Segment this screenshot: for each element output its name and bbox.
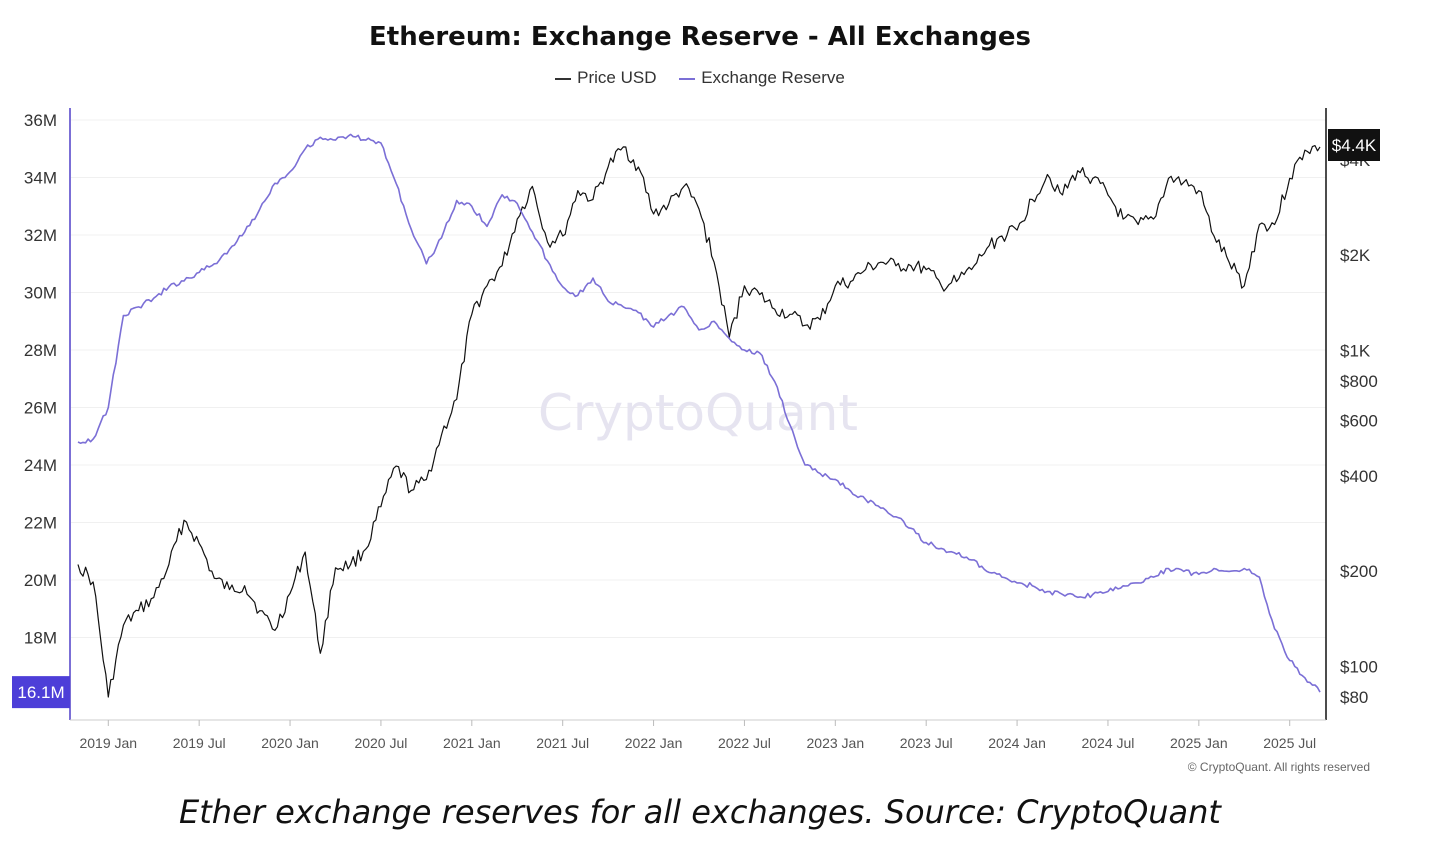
legend-swatch-reserve: [679, 77, 696, 80]
x-tick-label: 2025 Jan: [1170, 735, 1228, 751]
x-tick-label: 2022 Jul: [718, 735, 771, 751]
right-tick-label: $800: [1340, 372, 1378, 391]
watermark: CryptoQuant: [538, 384, 858, 442]
reserve-current-badge: [12, 676, 70, 709]
x-tick-label: 2022 Jan: [625, 735, 683, 751]
right-tick-label: $400: [1340, 467, 1378, 486]
right-axis-ticks: $80$100$200$400$600$800$1K$2K$4K: [1340, 151, 1378, 707]
x-tick-label: 2024 Jul: [1081, 735, 1134, 751]
right-tick-label: $200: [1340, 562, 1378, 581]
legend-label-reserve: Exchange Reserve: [701, 68, 845, 87]
legend-swatch-price: [555, 77, 572, 80]
x-axis-ticks: 2019 Jan 2019 Jul 2020 Jan 2020 Jul 2021 Jan…: [79, 720, 1316, 751]
legend: Price USD Exchange Reserve: [0, 68, 1400, 88]
current-value-badges: 16.1M $4.4K: [12, 129, 1380, 709]
exchange-reserve-line[interactable]: [77, 133, 1321, 693]
figure-caption: Ether exchange reserves for all exchange…: [179, 793, 1221, 831]
left-tick-label: 24M: [24, 456, 57, 475]
price-current-badge: [1328, 129, 1380, 161]
left-tick-label: 22M: [24, 514, 57, 533]
right-tick-label: $100: [1340, 657, 1378, 676]
series-layer: [77, 133, 1321, 698]
legend-label-price: Price USD: [577, 68, 657, 87]
gridlines: [70, 119, 1326, 638]
left-tick-label: 36M: [24, 111, 57, 130]
x-tick-label: 2024 Jan: [988, 735, 1046, 751]
left-tick-label: 28M: [24, 341, 57, 360]
right-tick-label: $1K: [1340, 341, 1371, 360]
legend-item-reserve[interactable]: Exchange Reserve: [679, 68, 845, 88]
chart-title: Ethereum: Exchange Reserve - All Exchang…: [369, 22, 1031, 52]
left-tick-label: 30M: [24, 284, 57, 303]
x-tick-label: 2019 Jul: [173, 735, 226, 751]
reserve-current-label: 16.1M: [17, 683, 64, 702]
price-current-label: $4.4K: [1332, 136, 1377, 155]
price-usd-line[interactable]: [77, 145, 1321, 698]
x-tick-label: 2021 Jul: [536, 735, 589, 751]
x-tick-label: 2019 Jan: [79, 735, 137, 751]
left-tick-label: 18M: [24, 629, 57, 648]
left-tick-label: 34M: [24, 169, 57, 188]
left-tick-label: 26M: [24, 399, 57, 418]
right-tick-label: $80: [1340, 688, 1368, 707]
left-tick-label: 32M: [24, 226, 57, 245]
copyright-note: © CryptoQuant. All rights reserved: [1187, 760, 1370, 774]
legend-item-price[interactable]: Price USD: [555, 68, 656, 88]
x-tick-label: 2023 Jan: [807, 735, 865, 751]
x-tick-label: 2021 Jan: [443, 735, 501, 751]
right-tick-label: $600: [1340, 411, 1378, 430]
left-tick-label: 20M: [24, 571, 57, 590]
x-tick-label: 2025 Jul: [1263, 735, 1316, 751]
right-tick-label: $2K: [1340, 246, 1371, 265]
x-tick-label: 2020 Jul: [354, 735, 407, 751]
x-tick-label: 2023 Jul: [900, 735, 953, 751]
x-tick-label: 2020 Jan: [261, 735, 319, 751]
left-axis-ticks: 18M 20M 22M 24M 26M 28M 30M 32M 34M 36M: [24, 111, 57, 648]
